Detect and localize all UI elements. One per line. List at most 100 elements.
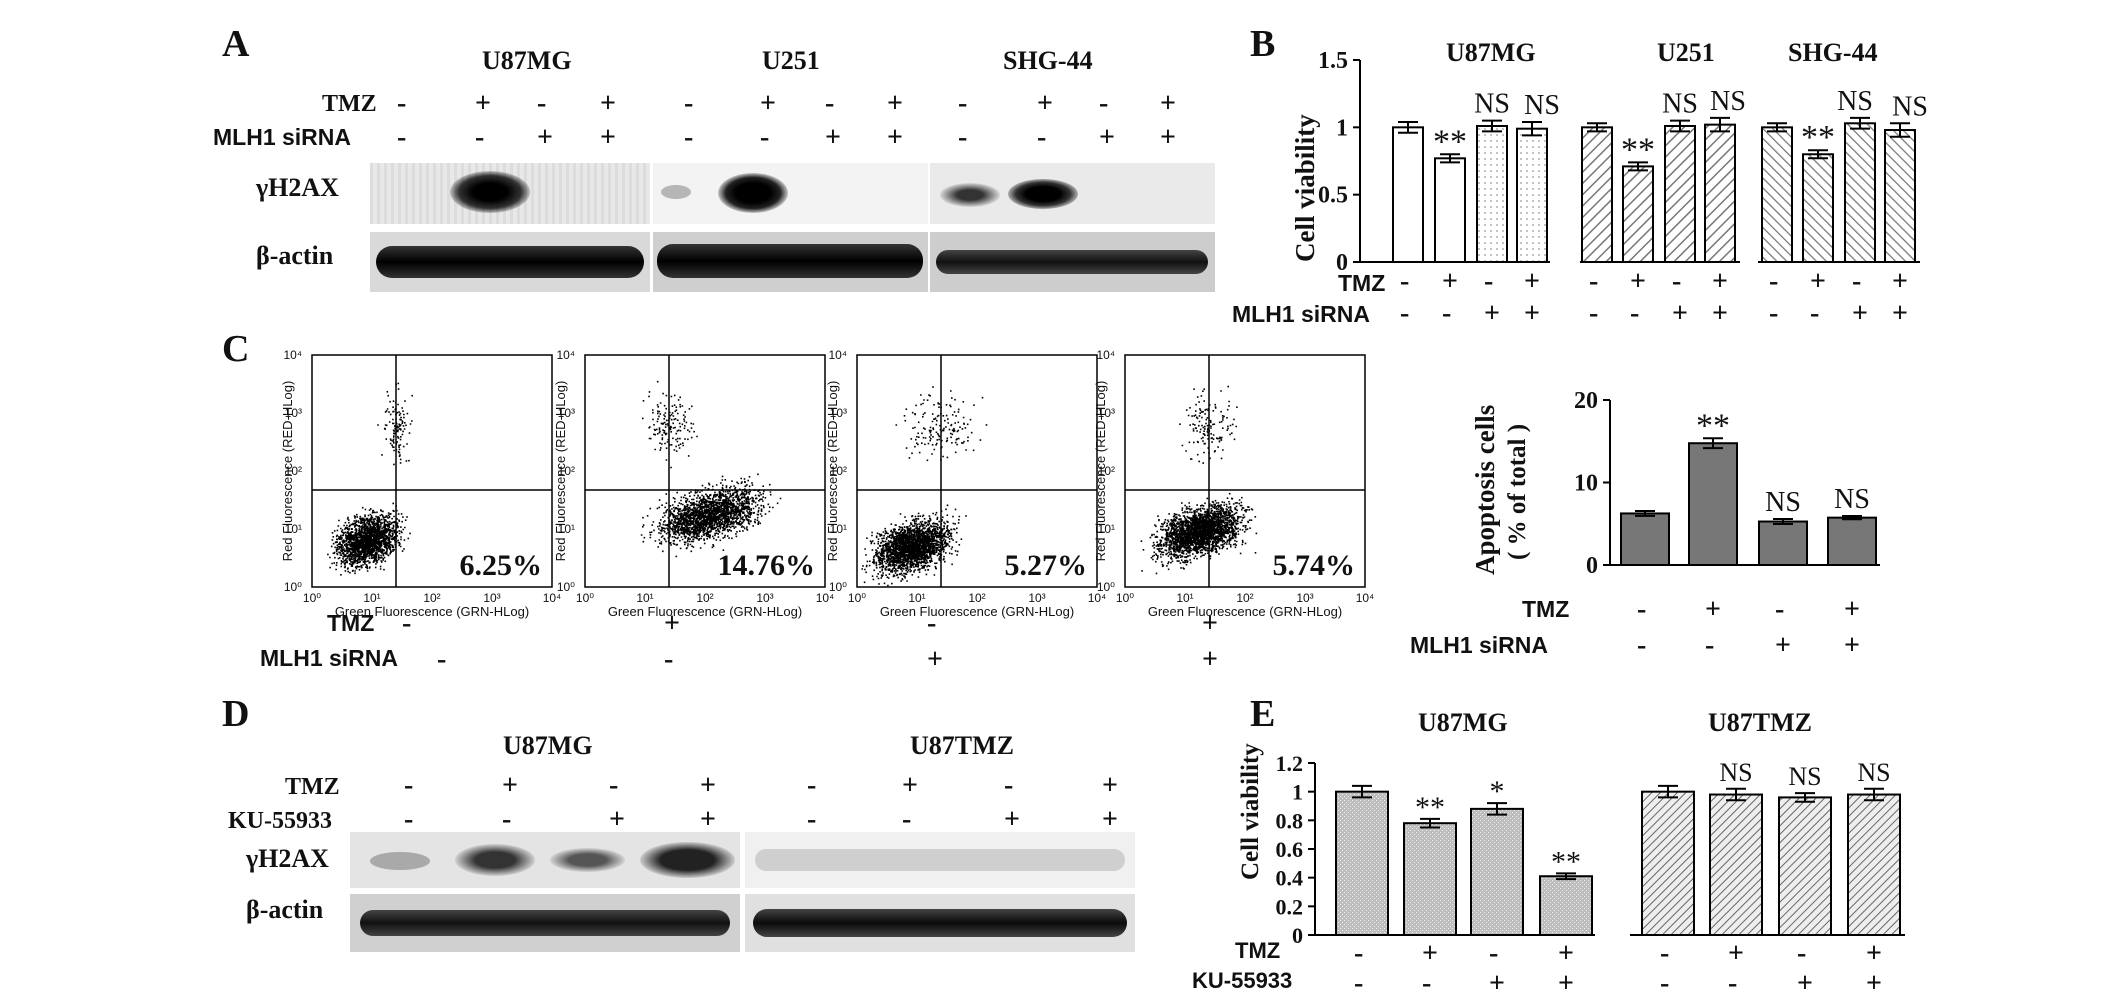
ku-sign: - [1354,968,1364,999]
western-blot-actin [745,894,1135,952]
y-tick-label: 10⁴ [283,348,302,362]
y-tick-label: 10³ [1098,406,1115,420]
scatter-events [1140,385,1258,575]
sirna-sign: + [600,122,616,153]
y-tick-label: 10¹ [558,522,575,536]
sirna-sign: - [1810,298,1820,329]
sirna-row-label: MLH1 siRNA [1410,632,1549,658]
y-tick-label: 10⁴ [556,348,575,362]
percent-label: 14.76% [718,549,816,582]
tmz-sign: + [1102,770,1118,801]
western-blot-gh2ax [370,163,650,224]
tmz-row-label: TMZ [285,774,340,800]
x-tick-label: 10⁰ [576,591,594,605]
y-tick-label: 0 [1586,553,1598,579]
ku-sign: - [1422,968,1432,999]
tmz-sign: + [1712,266,1728,297]
significance-stars: ** [1551,845,1581,878]
x-tick-label: 10⁰ [1116,591,1134,605]
y-axis-label: Red Fluorescence (RED-HLog) [280,381,295,562]
cell-line-label: U87TMZ [1708,708,1812,737]
x-tick-label: 10³ [483,591,500,605]
y-tick-label: 10⁰ [557,580,575,594]
bar [1802,153,1834,263]
tmz-sign: - [958,88,968,119]
tmz-sign: + [664,608,680,639]
y-tick-label: 10⁰ [1097,580,1115,594]
y-tick-label: 1.5 [1318,48,1348,74]
bar [1434,157,1466,264]
bar [1847,793,1901,936]
western-blot-gh2ax [350,832,740,888]
tmz-sign: - [1004,770,1014,801]
sirna-sign: + [927,644,943,675]
y-tick-label: 0.2 [1276,894,1304,919]
ku-sign: - [1728,968,1738,999]
ku-sign: + [1797,968,1813,999]
tmz-sign: + [1892,266,1908,297]
sirna-sign: - [1705,630,1715,661]
western-blot-actin [653,232,928,292]
western-blot-actin [350,894,740,952]
tmz-row-label: TMZ [1235,938,1281,963]
y-tick-label: 1 [1292,780,1303,805]
bar [1761,126,1793,264]
tmz-sign: - [1769,266,1779,297]
ns-label: NS [1788,762,1821,791]
x-axis-label: Green Fluorescence (GRN-HLog) [880,604,1074,619]
ns-label: NS [1719,758,1752,787]
sirna-sign: - [437,644,447,675]
tmz-sign: - [1400,266,1410,297]
sirna-row-label: MLH1 siRNA [1232,301,1371,327]
bar [1709,793,1763,936]
western-blot-actin [930,232,1215,292]
bar [1620,512,1670,566]
western-blot-actin [370,232,650,292]
y-tick-label: 10⁴ [1096,348,1115,362]
x-tick-label: 10¹ [908,591,925,605]
tmz-sign: + [502,770,518,801]
tmz-sign: + [1160,88,1176,119]
sirna-sign: - [1400,298,1410,329]
panel-label-d: D [222,693,250,735]
cell-line-label: U251 [762,46,820,75]
y-tick-label: 10² [1098,464,1115,478]
y-tick-label: 10¹ [285,522,302,536]
percent-label: 5.74% [1273,549,1356,582]
significance-stars: ** [1801,119,1835,156]
flow-plot: 10⁰ 10¹ 10² 10³ 10⁴ 10⁰ 10¹ 10² 10³ 10⁴ Green Fluo… [280,348,561,619]
sirna-sign: - [475,122,485,153]
y-tick-label: 10³ [830,406,847,420]
y-tick-label: 0.8 [1276,808,1304,833]
ku-row-label: KU-55933 [228,808,332,834]
actin-row-label: β-actin [256,241,334,270]
x-tick-label: 10¹ [636,591,653,605]
tmz-sign: - [1672,266,1682,297]
western-blot-gh2ax [745,832,1135,888]
actin-row-label: β-actin [246,895,324,924]
tmz-sign: - [537,88,547,119]
sirna-sign: - [1037,122,1047,153]
sirna-sign: + [1852,298,1868,329]
x-tick-label: 10¹ [363,591,380,605]
x-tick-label: 10⁴ [1356,591,1375,605]
cell-line-label: U87MG [482,46,572,75]
tmz-sign: + [1422,938,1438,969]
sirna-sign: + [1524,298,1540,329]
sirna-sign: - [397,122,407,153]
tmz-sign: - [404,770,414,801]
y-tick-label: 0 [1292,923,1303,948]
significance-stars: ** [1696,407,1730,444]
sirna-sign: + [1160,122,1176,153]
ns-label: NS [1857,758,1890,787]
western-blot-gh2ax [653,163,928,224]
ns-label: NS [1765,487,1801,518]
gh2ax-row-label: γH2AX [256,173,339,202]
tmz-sign: + [1442,266,1458,297]
tmz-sign: - [684,88,694,119]
tmz-sign: + [1202,608,1218,639]
x-axis-label: Green Fluorescence (GRN-HLog) [1148,604,1342,619]
sirna-sign: + [1775,630,1791,661]
sirna-sign: + [1484,298,1500,329]
